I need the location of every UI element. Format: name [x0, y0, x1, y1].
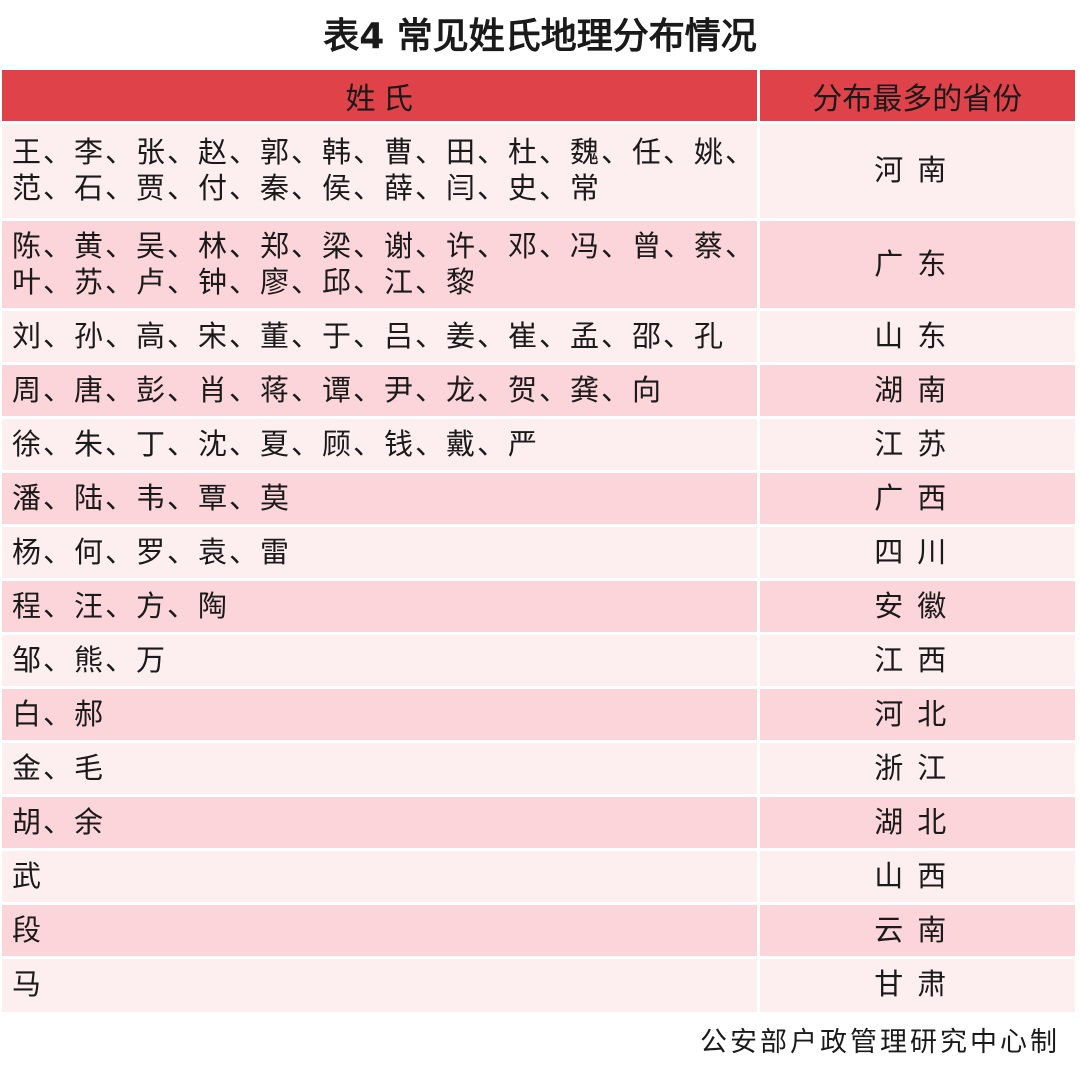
province-cell: 江苏 — [758, 416, 1075, 472]
surname-distribution-table: 姓 氏 分布最多的省份 王、李、张、赵、郭、韩、曹、田、杜、魏、任、姚、范、石、… — [2, 70, 1075, 1012]
table-row: 邹、熊、万 江西 — [2, 632, 1075, 688]
surnames-cell: 潘、陆、韦、覃、莫 — [2, 470, 760, 526]
table-row: 周、唐、彭、肖、蒋、谭、尹、龙、贺、龚、向 湖南 — [2, 362, 1075, 418]
province-cell: 浙江 — [758, 740, 1075, 796]
province-cell: 广西 — [758, 470, 1075, 526]
province-cell: 云南 — [758, 902, 1075, 958]
table-row: 段云南 — [2, 902, 1075, 958]
table-row: 马甘肃 — [2, 956, 1075, 1012]
surnames-cell: 刘、孙、高、宋、董、于、吕、姜、崔、孟、邵、孔 — [2, 308, 760, 364]
province-cell: 广东 — [758, 218, 1075, 310]
header-province: 分布最多的省份 — [758, 70, 1075, 123]
table-row: 刘、孙、高、宋、董、于、吕、姜、崔、孟、邵、孔 山东 — [2, 308, 1075, 364]
province-cell: 江西 — [758, 632, 1075, 688]
province-cell: 山西 — [758, 848, 1075, 904]
province-cell: 湖南 — [758, 362, 1075, 418]
surnames-cell: 胡、余 — [2, 794, 760, 850]
table-row: 胡、余 湖北 — [2, 794, 1075, 850]
surnames-cell: 武 — [2, 848, 760, 904]
table-row: 徐、朱、丁、沈、夏、顾、钱、戴、严 江苏 — [2, 416, 1075, 472]
table-title: 表4 常见姓氏地理分布情况 — [323, 16, 757, 57]
surnames-cell: 段 — [2, 902, 760, 958]
table-row: 潘、陆、韦、覃、莫 广西 — [2, 470, 1075, 526]
province-cell: 山东 — [758, 308, 1075, 364]
province-cell: 河北 — [758, 686, 1075, 742]
surnames-cell: 陈、黄、吴、林、郑、梁、谢、许、邓、冯、曾、蔡、叶、苏、卢、钟、廖、邱、江、黎 — [2, 218, 760, 310]
province-cell: 河南 — [758, 121, 1075, 220]
surnames-cell: 白、郝 — [2, 686, 760, 742]
table-row: 程、汪、方、陶 安徽 — [2, 578, 1075, 634]
table-row: 杨、何、罗、袁、雷 四川 — [2, 524, 1075, 580]
province-cell: 安徽 — [758, 578, 1075, 634]
surnames-cell: 马 — [2, 956, 760, 1012]
table-row: 白、郝 河北 — [2, 686, 1075, 742]
table-header-row: 姓 氏 分布最多的省份 — [2, 70, 1075, 123]
table-row: 武山西 — [2, 848, 1075, 904]
surnames-cell: 周、唐、彭、肖、蒋、谭、尹、龙、贺、龚、向 — [2, 362, 760, 418]
surnames-cell: 金、毛 — [2, 740, 760, 796]
table-row: 王、李、张、赵、郭、韩、曹、田、杜、魏、任、姚、范、石、贾、付、秦、侯、薛、闫、… — [2, 121, 1075, 220]
surnames-cell: 王、李、张、赵、郭、韩、曹、田、杜、魏、任、姚、范、石、贾、付、秦、侯、薛、闫、… — [2, 121, 760, 220]
province-cell: 湖北 — [758, 794, 1075, 850]
surnames-cell: 杨、何、罗、袁、雷 — [2, 524, 760, 580]
source-note: 公安部户政管理研究中心制 — [700, 1027, 1060, 1057]
surnames-cell: 徐、朱、丁、沈、夏、顾、钱、戴、严 — [2, 416, 760, 472]
table-row: 陈、黄、吴、林、郑、梁、谢、许、邓、冯、曾、蔡、叶、苏、卢、钟、廖、邱、江、黎广… — [2, 218, 1075, 310]
province-cell: 四川 — [758, 524, 1075, 580]
surnames-cell: 邹、熊、万 — [2, 632, 760, 688]
surnames-cell: 程、汪、方、陶 — [2, 578, 760, 634]
table-row: 金、毛 浙江 — [2, 740, 1075, 796]
header-surnames: 姓 氏 — [2, 70, 760, 123]
province-cell: 甘肃 — [758, 956, 1075, 1012]
